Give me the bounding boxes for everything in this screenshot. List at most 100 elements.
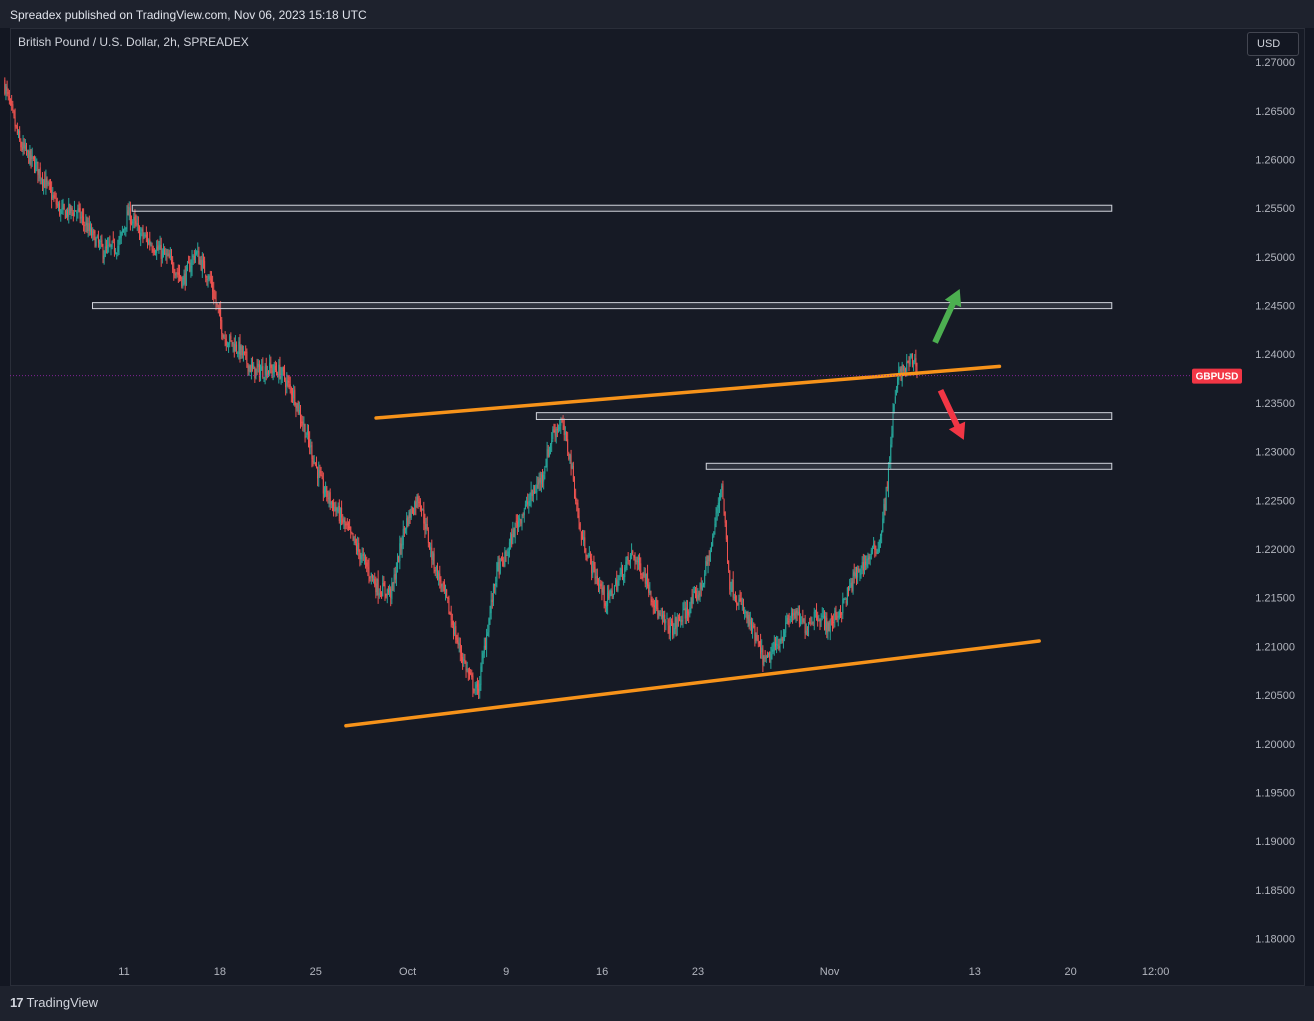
candle-body [570, 455, 572, 469]
candle-body [840, 612, 842, 614]
candle-body [483, 645, 485, 654]
candle [292, 387, 294, 403]
candle [91, 223, 93, 239]
chart-pane[interactable] [10, 28, 1305, 986]
candle [81, 208, 83, 226]
candle-body [468, 671, 470, 675]
candle [736, 595, 738, 611]
candle [562, 415, 564, 431]
candle-body [309, 439, 311, 449]
candle [48, 179, 50, 191]
candle [846, 586, 848, 606]
candle [472, 672, 474, 698]
candle-body [118, 241, 120, 247]
candle-body [894, 396, 896, 403]
candle-body [408, 511, 410, 527]
candle-body [814, 610, 816, 613]
candle [825, 611, 827, 635]
candle-body [474, 689, 476, 691]
candle [331, 500, 333, 512]
candle [389, 584, 391, 597]
candle [418, 495, 420, 507]
candle [908, 356, 910, 372]
candle-body [692, 594, 694, 604]
candle [568, 451, 570, 461]
candle-body [770, 653, 772, 664]
candle [204, 256, 206, 274]
candle-body [189, 262, 191, 272]
candle-body [860, 569, 862, 576]
candle [321, 470, 323, 480]
candle-body [669, 622, 671, 634]
candle [408, 510, 410, 527]
candle [392, 581, 394, 591]
price-tick-label: 1.19000 [1255, 836, 1295, 848]
candle [681, 615, 683, 626]
candle-body [489, 611, 491, 620]
candle-body [504, 551, 506, 567]
candle-body [209, 276, 211, 281]
tradingview-logo[interactable]: 17 TradingView [10, 995, 98, 1010]
candle-body [579, 523, 581, 531]
candle-body [441, 584, 443, 587]
candle-body [100, 240, 102, 243]
candle [914, 353, 916, 365]
candle-body [271, 367, 273, 374]
candle-body [119, 236, 121, 240]
candle [49, 178, 51, 193]
candle-body [812, 622, 814, 624]
candle-body [632, 550, 634, 554]
candle [250, 357, 252, 380]
candle [645, 573, 647, 590]
candle-body [852, 573, 854, 592]
candle [328, 490, 330, 508]
candle-body [456, 637, 458, 643]
candle [916, 362, 918, 379]
candle [483, 637, 485, 658]
candle [367, 559, 369, 577]
candle [313, 455, 315, 465]
candle-body [745, 611, 747, 614]
candle-body [68, 203, 70, 217]
candle-body [753, 625, 755, 627]
candle-body [878, 540, 880, 552]
price-tick-label: 1.27000 [1255, 57, 1295, 69]
candle-body [201, 260, 203, 272]
candle-body [263, 377, 265, 379]
candle-body [513, 530, 515, 538]
candle-body [424, 522, 426, 530]
candle [373, 575, 375, 584]
candle-body [737, 603, 739, 606]
candle-body [168, 253, 170, 259]
candle-body [406, 518, 408, 529]
price-tick-label: 1.26500 [1255, 106, 1295, 118]
candle [843, 597, 845, 604]
candle [698, 590, 700, 601]
currency-button[interactable]: USD [1247, 32, 1299, 56]
candle-body [809, 622, 811, 624]
candle [406, 512, 408, 535]
candle [597, 578, 599, 593]
candle [563, 418, 565, 441]
candle [210, 271, 212, 288]
candle-body [528, 500, 530, 506]
candle [23, 138, 25, 155]
candle-body [583, 536, 585, 542]
candle [266, 365, 268, 379]
candle [682, 602, 684, 628]
candle-body [210, 278, 212, 285]
candle [20, 138, 22, 151]
candle-body [108, 244, 110, 246]
candle [70, 204, 72, 220]
candle-body [363, 556, 365, 558]
candle [849, 578, 851, 591]
candle [161, 248, 163, 264]
candle-body [651, 599, 653, 603]
candle-body [667, 619, 669, 626]
candle [124, 225, 126, 236]
candle-body [822, 616, 824, 618]
candle [53, 192, 55, 202]
candle [144, 232, 146, 238]
candle-body [427, 530, 429, 543]
